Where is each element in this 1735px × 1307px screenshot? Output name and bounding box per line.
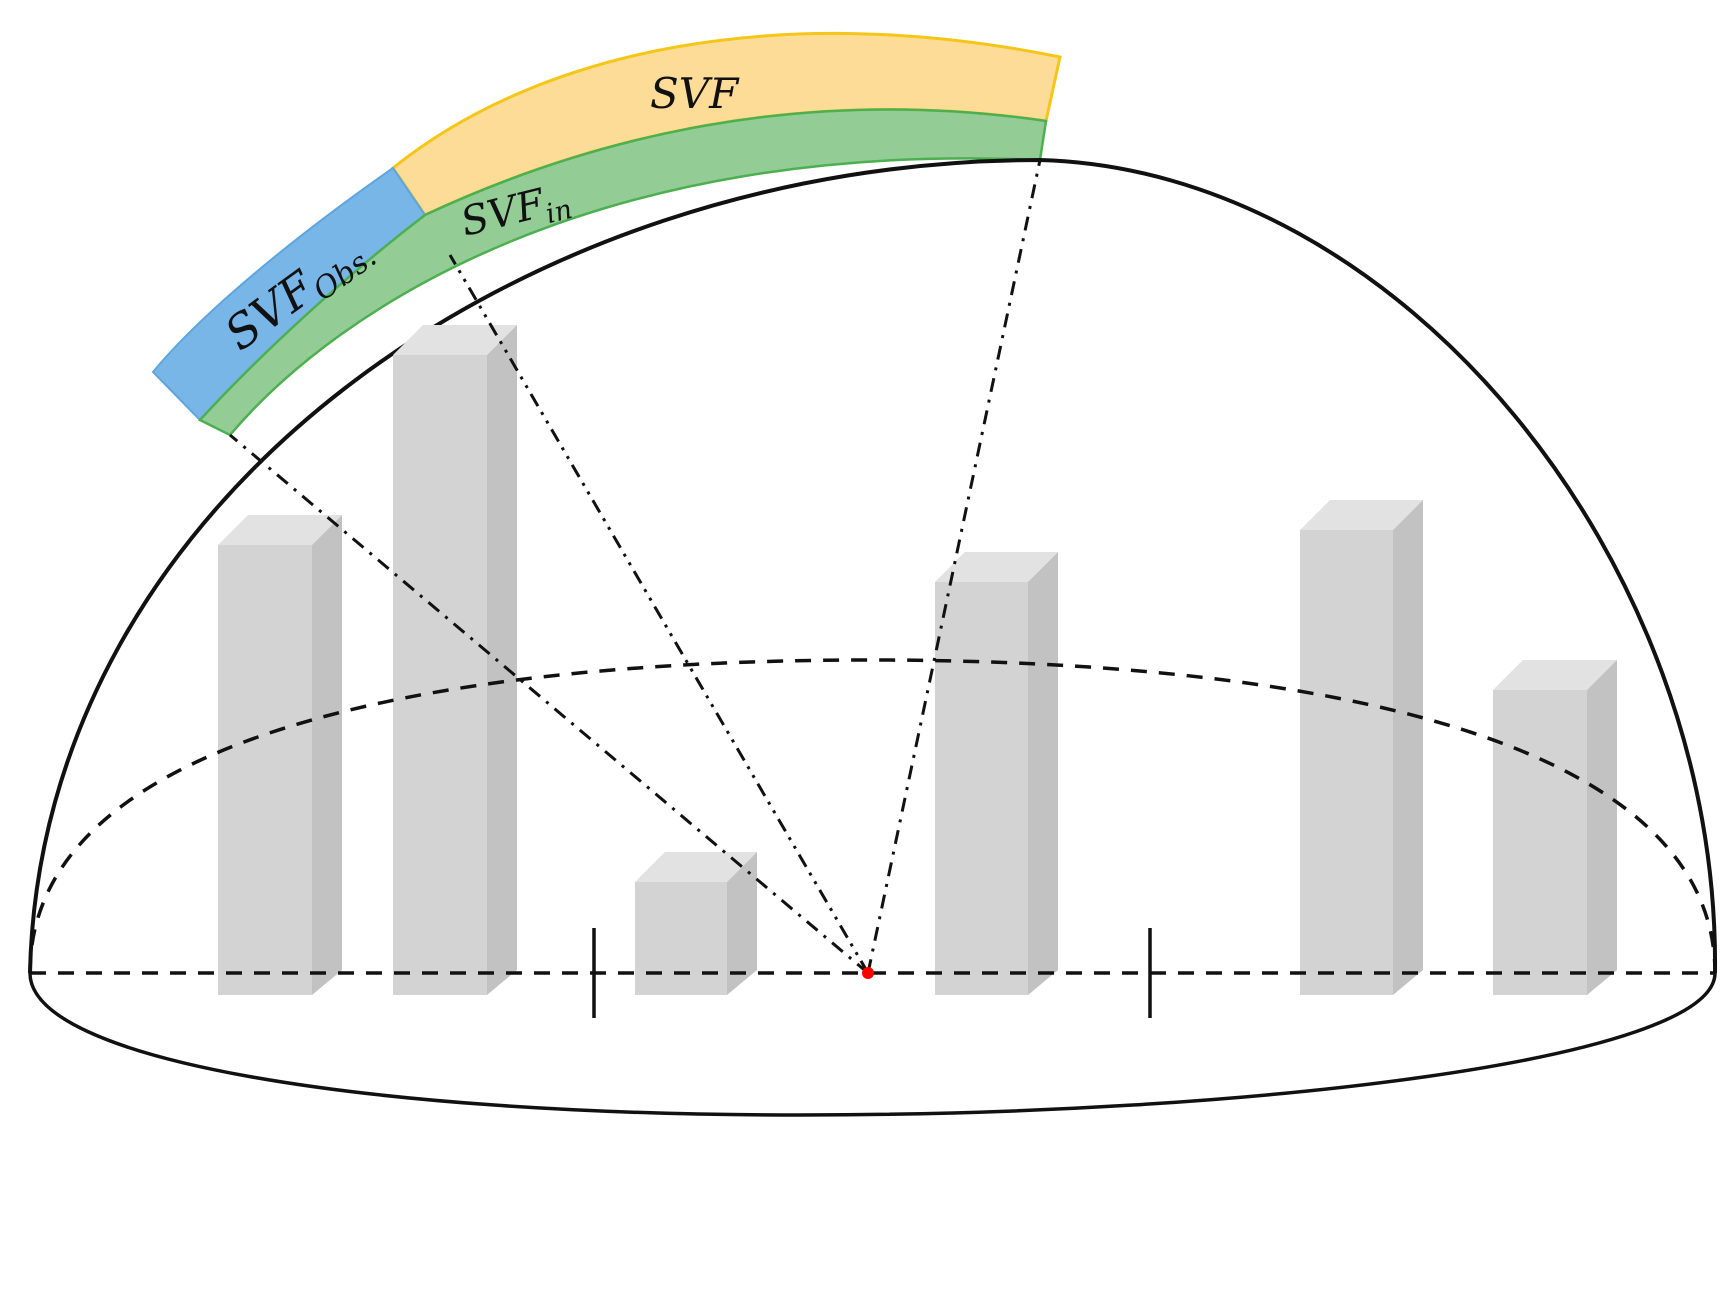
- building-6: [1493, 660, 1617, 995]
- svf-bands: [151, 31, 1062, 437]
- building-4: [935, 552, 1058, 995]
- building-5: [1300, 500, 1423, 995]
- svf-label: SVF: [650, 69, 740, 118]
- sight-line-right: [866, 159, 1042, 974]
- buildings: [218, 325, 1617, 995]
- sight-line-middle: [448, 254, 870, 974]
- svf-in-band: [197, 108, 1048, 437]
- sight-lines: [229, 159, 1042, 975]
- base-ellipse-front: [28, 972, 1717, 1117]
- hemisphere-dome: [28, 157, 1718, 974]
- building-3: [635, 852, 757, 995]
- building-1: [218, 515, 342, 995]
- observer-point: [862, 967, 874, 979]
- sight-line-left: [229, 433, 869, 975]
- horizon-back-arc: [28, 658, 1717, 974]
- building-2: [393, 325, 517, 995]
